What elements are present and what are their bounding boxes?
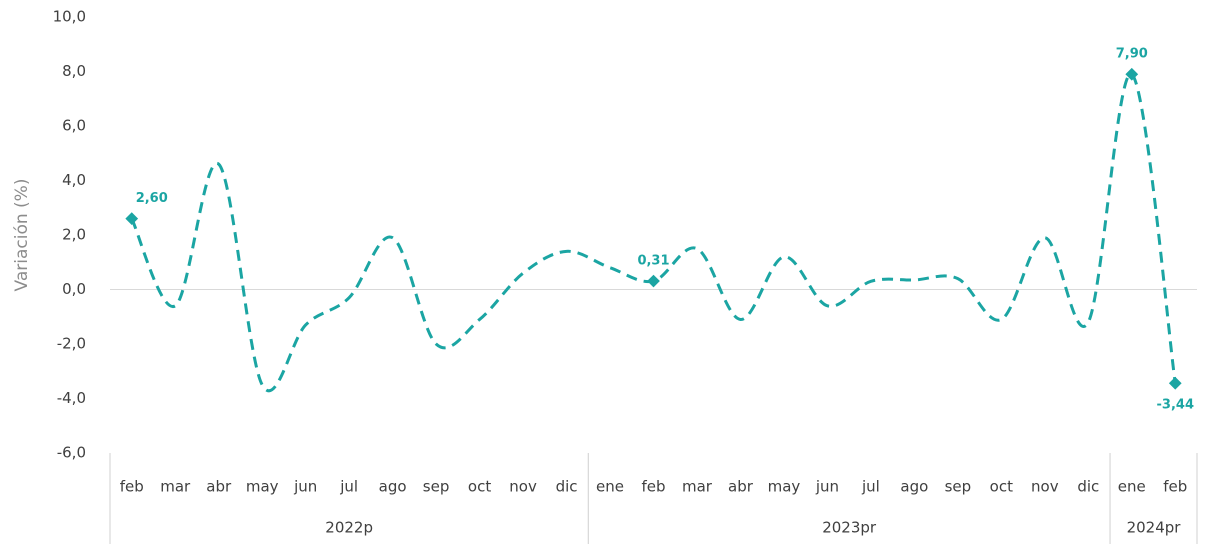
- data-label: -3,44: [1157, 398, 1194, 413]
- x-tick-label: mar: [160, 478, 191, 496]
- y-tick-label: 4,0: [62, 171, 86, 189]
- x-tick-label: jul: [339, 478, 358, 496]
- x-tick-label: jun: [815, 478, 839, 496]
- y-tick-label: -4,0: [57, 389, 86, 407]
- x-tick-label: ago: [900, 478, 928, 496]
- group-label: 2024pr: [1127, 519, 1182, 537]
- data-label: 7,90: [1116, 47, 1148, 62]
- y-tick-label: 8,0: [62, 62, 86, 80]
- x-tick-label: oct: [990, 478, 1013, 496]
- x-tick-label: dic: [556, 478, 578, 496]
- y-tick-label: 10,0: [53, 8, 86, 26]
- x-tick-label: sep: [945, 478, 972, 496]
- data-label: 0,31: [637, 254, 669, 269]
- x-tick-label: feb: [120, 478, 144, 496]
- x-tick-label: ene: [1118, 478, 1146, 496]
- marker: [125, 212, 139, 226]
- x-tick-label: abr: [206, 478, 232, 496]
- x-tick-label: mar: [682, 478, 713, 496]
- marker: [1168, 376, 1182, 390]
- x-tick-label: feb: [641, 478, 665, 496]
- group-label: 2023pr: [822, 519, 877, 537]
- y-tick-label: 2,0: [62, 226, 86, 244]
- y-tick-label: -6,0: [57, 444, 86, 462]
- x-tick-label: dic: [1077, 478, 1099, 496]
- x-tick-label: nov: [509, 478, 537, 496]
- x-tick-label: sep: [423, 478, 450, 496]
- x-tick-label: feb: [1163, 478, 1187, 496]
- x-tick-label: oct: [468, 478, 491, 496]
- y-tick-label: -2,0: [57, 335, 86, 353]
- marker: [647, 274, 660, 288]
- group-label: 2022p: [325, 519, 373, 537]
- x-tick-label: jun: [293, 478, 317, 496]
- x-tick-label: nov: [1031, 478, 1059, 496]
- x-tick-label: jul: [861, 478, 880, 496]
- x-tick-label: ene: [596, 478, 624, 496]
- x-tick-label: ago: [379, 478, 407, 496]
- x-tick-label: abr: [728, 478, 754, 496]
- data-label: 2,60: [136, 191, 168, 206]
- line: [130, 72, 1177, 393]
- y-tick-label: 0,0: [62, 280, 86, 298]
- x-tick-label: may: [246, 478, 279, 496]
- x-tick-label: may: [768, 478, 801, 496]
- y-tick-label: 6,0: [62, 117, 86, 135]
- y-axis-label: Variación (%): [12, 179, 32, 292]
